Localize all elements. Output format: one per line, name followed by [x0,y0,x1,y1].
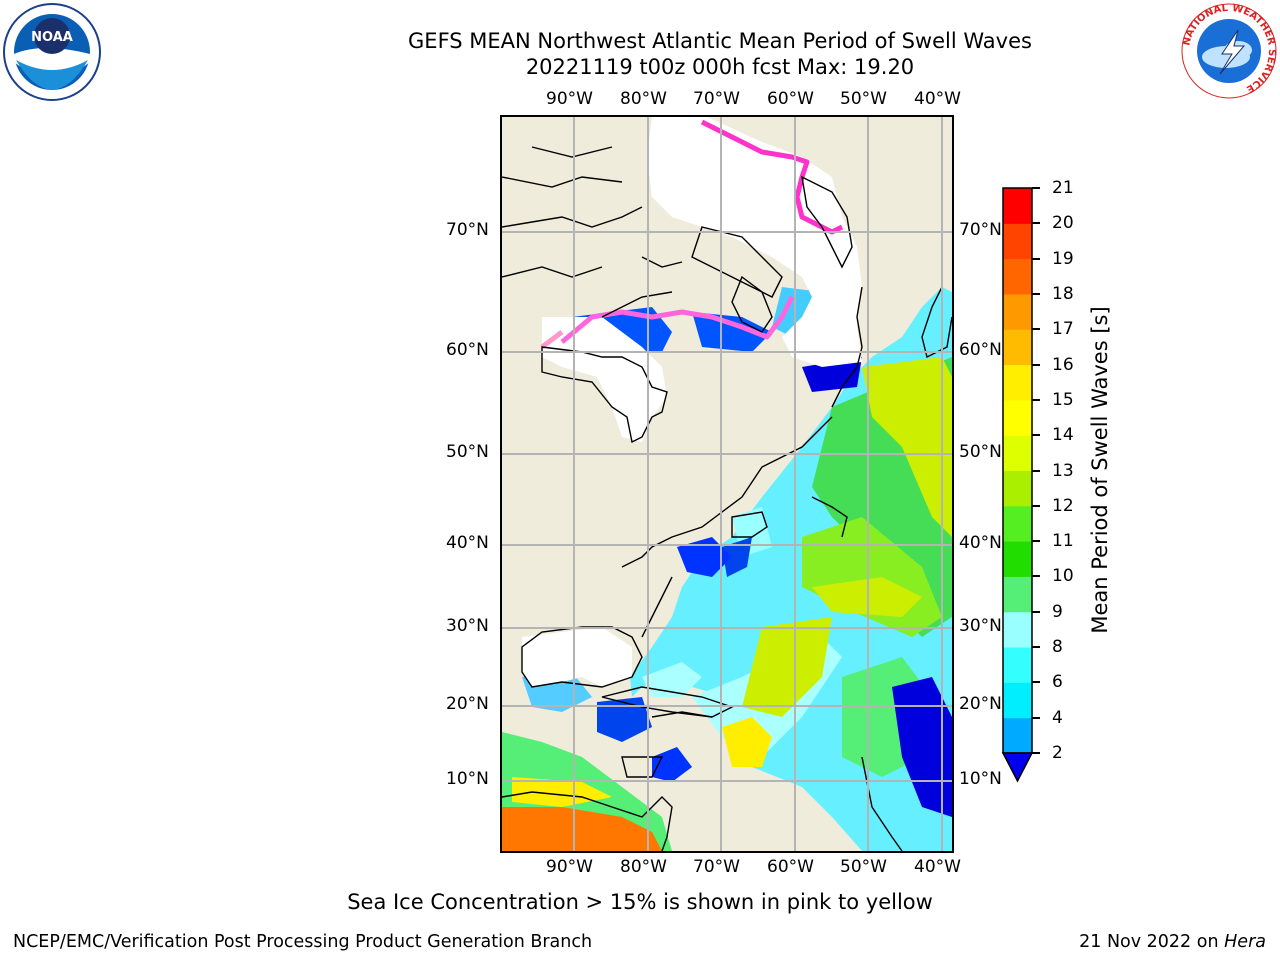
colorbar-label: 10 [1052,566,1074,587]
lat-label-left-70n: 70°N [446,220,489,240]
colorbar-tick [1032,187,1040,189]
lon-label-top-60w: 60°W [767,89,814,109]
lat-label-left-50n: 50°N [446,442,489,462]
lon-label-bottom-40w: 40°W [914,857,961,877]
colorbar-title: Mean Period of Swell Waves [s] [1088,306,1112,634]
colorbar-svg [1001,187,1034,783]
colorbar-tick [1032,752,1040,754]
colorbar-label: 17 [1052,319,1074,340]
colorbar-label: 19 [1052,248,1074,269]
lat-label-left-30n: 30°N [446,616,489,636]
colorbar-segment [1003,399,1032,436]
colorbar-label: 11 [1052,531,1074,552]
colorbar-tick [1032,257,1040,260]
colorbar-tick [1032,292,1040,295]
colorbar-segment [1003,188,1032,224]
colorbar-segment [1003,505,1032,542]
colorbar-label: 8 [1052,637,1063,658]
colorbar-label: 9 [1052,601,1063,622]
colorbar-tick [1032,610,1040,613]
lat-label-right-70n: 70°N [959,220,1002,240]
lat-label-right-10n: 10°N [959,769,1002,789]
colorbar-segment [1003,364,1032,401]
colorbar-segment [1003,717,1032,754]
colorbar-segment [1003,611,1032,648]
colorbar-label: 18 [1052,283,1074,304]
lat-label-right-60n: 60°N [959,340,1002,360]
noaa-logo-text: NOAA [31,30,73,45]
lon-label-bottom-50w: 50°W [840,857,887,877]
lon-label-top-50w: 50°W [840,89,887,109]
colorbar-tick [1032,363,1040,366]
title-line-2: 20221119 t00z 000h fcst Max: 19.20 [525,55,915,79]
colorbar-tick [1032,469,1040,472]
colorbar-label: 21 [1052,178,1074,198]
footer-host: Hera [1224,932,1266,952]
colorbar-tick [1032,434,1040,437]
colorbar-label: 20 [1052,213,1074,234]
map-panel [500,115,954,853]
colorbar-segment [1003,223,1032,260]
colorbar-tick [1032,575,1040,578]
lon-label-top-90w: 90°W [546,89,593,109]
colorbar-segment [1003,293,1032,330]
colorbar-segment [1003,576,1032,613]
title-line-1: GEFS MEAN Northwest Atlantic Mean Period… [408,29,1032,53]
footer-date: 21 Nov 2022 on [1079,932,1219,952]
nws-logo: NATIONAL WEATHER SERVICE [1180,2,1278,100]
lon-label-top-70w: 70°W [693,89,740,109]
colorbar-label: 2 [1052,743,1063,763]
colorbar-tick [1032,681,1040,684]
colorbar-segment [1003,435,1032,471]
sea-ice-note: Sea Ice Concentration > 15% is shown in … [347,890,933,914]
lat-label-right-50n: 50°N [959,442,1002,462]
colorbar-tick [1032,540,1040,543]
lon-label-bottom-60w: 60°W [767,857,814,877]
lat-label-left-60n: 60°N [446,340,489,360]
lat-label-left-20n: 20°N [446,694,489,714]
colorbar-segment [1003,541,1032,577]
colorbar-tick [1032,398,1040,401]
colorbar-extend-arrow [1001,752,1034,783]
colorbar-tick [1032,222,1040,225]
colorbar-tick [1032,504,1040,507]
lon-label-bottom-80w: 80°W [620,857,667,877]
lon-label-top-40w: 40°W [914,89,961,109]
colorbar-tick [1032,716,1040,719]
gridlines [502,117,952,851]
colorbar-segment [1003,329,1032,366]
colorbar-segment [1003,647,1032,683]
colorbar-label: 12 [1052,495,1074,516]
colorbar-label: 16 [1052,354,1074,375]
colorbar-label: 15 [1052,389,1074,410]
lon-label-bottom-90w: 90°W [546,857,593,877]
colorbar-label: 13 [1052,460,1074,481]
colorbar-label: 14 [1052,425,1074,446]
lat-label-left-40n: 40°N [446,533,489,553]
lat-label-right-30n: 30°N [959,616,1002,636]
colorbar-segment [1003,470,1032,507]
footer-left: NCEP/EMC/Verification Post Processing Pr… [13,932,593,952]
noaa-logo: NOAA [2,2,102,102]
map-svg [502,117,952,851]
colorbar-label: 4 [1052,707,1063,728]
lat-label-right-20n: 20°N [959,694,1002,714]
colorbar-segment [1003,682,1032,719]
lat-label-right-40n: 40°N [959,533,1002,553]
colorbar-tick [1032,328,1040,331]
footer-right: 21 Nov 2022 on Hera [1079,932,1266,952]
colorbar-segment [1003,258,1032,295]
lat-label-left-10n: 10°N [446,769,489,789]
colorbar [1001,187,1034,783]
lon-label-bottom-70w: 70°W [693,857,740,877]
swell-field [502,287,952,851]
colorbar-tick [1032,646,1040,649]
colorbar-label: 6 [1052,672,1063,693]
lon-label-top-80w: 80°W [620,89,667,109]
